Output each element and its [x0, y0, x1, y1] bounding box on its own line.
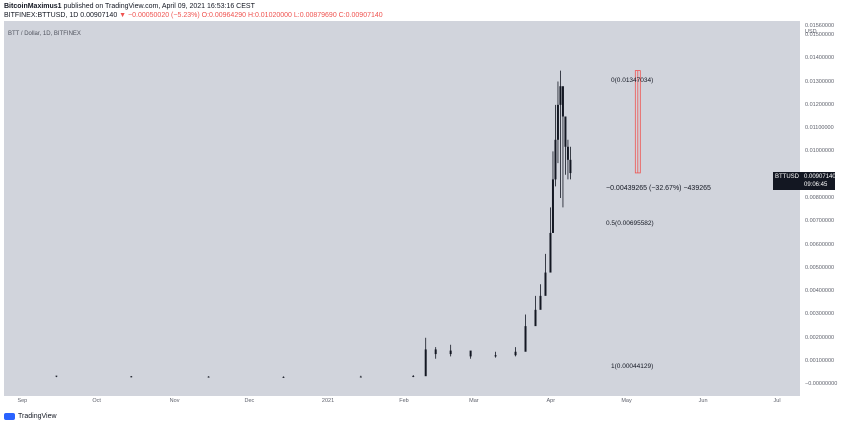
candle-body: [561, 86, 564, 117]
change-value: ▼ −0.00050020 (−5.23%): [119, 12, 200, 19]
last-price-label: BTTUSD 0.00907140 09:06:45: [773, 172, 836, 190]
series-legend: BTT / Dollar, 1D, BITFINEX: [8, 31, 81, 37]
candle-body: [434, 349, 437, 355]
candle-body: [559, 86, 562, 105]
price-tick-label: −0.00000000: [805, 381, 838, 388]
candle-body: [130, 376, 133, 378]
price-axis-unit: 0.01560000 USD: [805, 23, 835, 35]
price-tick-label: 0.00200000: [805, 334, 835, 341]
time-tick-label: Nov: [169, 398, 180, 404]
price-tick-label: 0.01200000: [805, 101, 835, 108]
candle-body: [469, 350, 472, 357]
candle-body: [55, 375, 58, 377]
candle-body: [539, 295, 542, 310]
candle-body: [494, 355, 497, 357]
time-tick-label: Feb: [399, 398, 409, 404]
candle-body: [359, 376, 362, 378]
candlestick-chart[interactable]: [4, 21, 800, 396]
price-tick-label: 0.00700000: [805, 218, 835, 225]
price-tick-label: 0.01100000: [805, 125, 834, 132]
price-range-measure-label: −0.00439265 (−32.67%) −439265: [606, 185, 711, 192]
chart-plot-area[interactable]: [4, 21, 800, 396]
time-tick-label: Sep: [17, 398, 28, 404]
price-tick-label: 0.00500000: [805, 264, 835, 271]
price-tick-label: 0.01000000: [805, 148, 835, 155]
time-tick-label: Oct: [92, 398, 101, 404]
fib-level-05-label: 0.5(0.00695582): [606, 220, 654, 227]
time-tick-label: Mar: [469, 398, 479, 404]
open-value: O:0.00964290: [201, 12, 246, 19]
candle-body: [424, 349, 427, 377]
fib-level-0-label: 0(0.01347034): [611, 77, 654, 84]
time-axis[interactable]: Sep Oct Nov Dec 2021 Feb Mar Apr May Jun Jul: [4, 396, 800, 408]
candle-body: [449, 350, 452, 355]
time-tick-label: Apr: [546, 398, 556, 404]
candle-body: [569, 159, 572, 174]
symbol-info: BITFINEX:BTTUSD, 1D 0.00907140: [4, 12, 118, 19]
footer-brand: TradingView: [18, 413, 57, 420]
time-tick-label: Dec: [244, 398, 255, 404]
candle-body: [514, 351, 517, 356]
last-price-value: 0.00907140: [804, 174, 836, 180]
tradingview-footer[interactable]: TradingView: [4, 413, 57, 420]
candle-body: [534, 309, 537, 327]
fib-level-1-label: 1(0.00044129): [611, 363, 654, 370]
candle-body: [564, 116, 567, 147]
candle-body: [551, 179, 554, 233]
candle-body: [412, 376, 415, 378]
candle-body: [544, 272, 547, 296]
price-tick-label: 0.00300000: [805, 311, 835, 318]
price-tick-label: 0.01300000: [805, 78, 835, 85]
time-tick-label: Jul: [773, 398, 781, 404]
high-value: H:0.01020000: [247, 12, 292, 19]
candle-body: [556, 104, 559, 140]
price-tick-label: 0.00800000: [805, 195, 835, 202]
candle-body: [549, 232, 552, 273]
price-tick-label: 0.00100000: [805, 358, 835, 365]
tradingview-logo-icon: [4, 413, 15, 420]
publish-info: BitcoinMaximus1 published on TradingView…: [4, 3, 255, 10]
close-value: C:0.00907140: [338, 12, 383, 19]
price-axis[interactable]: 0.01500000 0.01400000 0.01300000 0.01200000…: [800, 21, 850, 396]
last-price-symbol: BTTUSD: [775, 174, 799, 180]
bar-countdown: 09:06:45: [804, 182, 828, 188]
ohlc-line: BITFINEX:BTTUSD, 1D 0.00907140 ▼ −0.0005…: [4, 12, 383, 19]
low-value: L:0.00879690: [293, 12, 337, 19]
candle-body: [554, 139, 557, 180]
candle-body: [282, 376, 285, 378]
candle-body: [524, 326, 527, 352]
author-name[interactable]: BitcoinMaximus1: [4, 3, 62, 10]
time-tick-label: May: [621, 398, 632, 404]
time-tick-label: 2021: [321, 398, 335, 404]
price-tick-label: 0.01400000: [805, 55, 835, 62]
price-tick-label: 0.01500000: [805, 31, 835, 38]
publish-date: published on TradingView.com, April 09, …: [61, 3, 255, 10]
time-tick-label: Jun: [698, 398, 708, 404]
candle-body: [207, 376, 210, 378]
candle-body: [566, 146, 569, 160]
price-tick-label: 0.00600000: [805, 241, 835, 248]
price-tick-label: 0.00400000: [805, 288, 835, 295]
